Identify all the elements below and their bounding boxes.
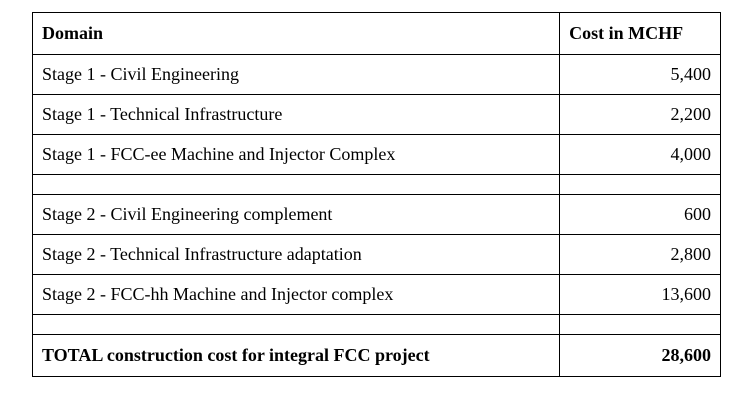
row: Stage 2 - Technical Infrastructure adapt…	[31, 234, 721, 275]
domain-cell: Stage 2 - FCC-hh Machine and Injector co…	[31, 274, 561, 315]
row: Stage 1 - FCC-ee Machine and Injector Co…	[31, 134, 721, 175]
domain-cell: Stage 1 - Technical Infrastructure	[31, 94, 561, 135]
row: Stage 2 - Civil Engineering complement 6…	[31, 194, 721, 235]
empty-cell	[31, 174, 561, 195]
cost-cell: 2,800	[559, 234, 721, 275]
empty-cell	[31, 314, 561, 335]
cost-table: Domain Cost in MCHF Stage 1 - Civil Engi…	[31, 12, 721, 377]
row: Stage 1 - Technical Infrastructure 2,200	[31, 94, 721, 135]
total-cost: 28,600	[559, 334, 721, 377]
row: Stage 1 - Civil Engineering 5,400	[31, 54, 721, 95]
empty-cell	[559, 314, 721, 335]
domain-cell: Stage 2 - Civil Engineering complement	[31, 194, 561, 235]
domain-cell: Stage 2 - Technical Infrastructure adapt…	[31, 234, 561, 275]
row: Stage 2 - FCC-hh Machine and Injector co…	[31, 274, 721, 315]
cost-cell: 2,200	[559, 94, 721, 135]
cost-cell: 4,000	[559, 134, 721, 175]
header-cell: Domain	[31, 12, 561, 55]
total-row: TOTAL construction cost for integral FCC…	[31, 334, 721, 377]
header-cell: Cost in MCHF	[559, 12, 721, 55]
header-row: Domain Cost in MCHF	[31, 12, 721, 55]
cost-cell: 600	[559, 194, 721, 235]
cost-cell: 5,400	[559, 54, 721, 95]
domain-cell: Stage 1 - FCC-ee Machine and Injector Co…	[31, 134, 561, 175]
spacer-row	[31, 314, 721, 335]
spacer-row	[31, 174, 721, 195]
empty-cell	[559, 174, 721, 195]
domain-cell: Stage 1 - Civil Engineering	[31, 54, 561, 95]
total-label: TOTAL construction cost for integral FCC…	[31, 334, 561, 377]
cost-cell: 13,600	[559, 274, 721, 315]
